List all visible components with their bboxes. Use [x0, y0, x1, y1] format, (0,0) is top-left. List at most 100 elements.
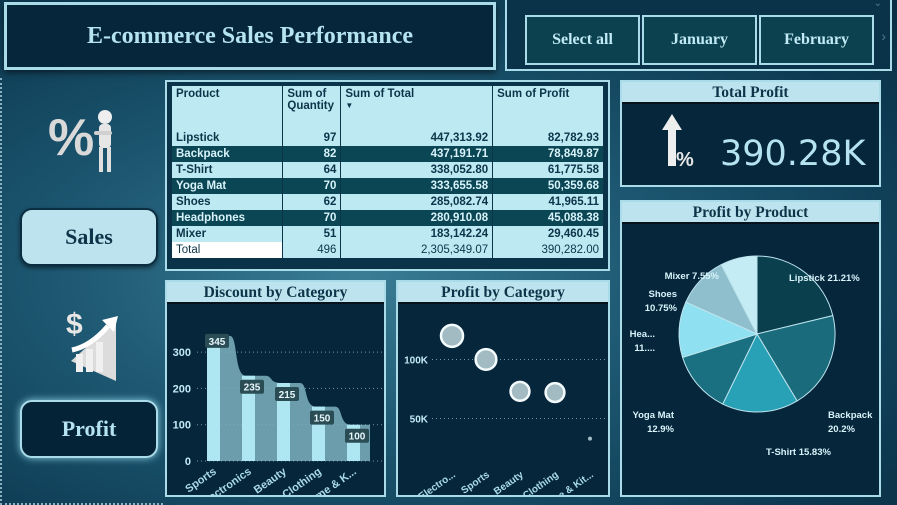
table-row[interactable]: T-Shirt 64 338,052.80 61,775.58 [172, 162, 604, 178]
discount-by-category-title: Discount by Category [167, 282, 384, 304]
bar[interactable] [277, 382, 290, 461]
pie-label-shoes-pct: 10.75% [645, 303, 678, 314]
pie-slice-mixer[interactable] [720, 255, 758, 335]
profit-by-category-title: Profit by Category [398, 282, 608, 304]
total-cell-quantity: 496 [282, 242, 342, 258]
cell-profit: 50,359.68 [492, 178, 604, 194]
total-cell-product: Total [172, 242, 284, 258]
pie-slice-yoga-mat[interactable] [681, 333, 758, 405]
data-label-bg [345, 428, 369, 443]
pie-label-tshirt: T-Shirt 15.83% [766, 447, 831, 458]
column-header-total[interactable]: Sum of Total ▼ [340, 86, 494, 130]
cell-product: Backpack [172, 146, 284, 162]
page-title: E-commerce Sales Performance [86, 22, 414, 49]
pie-label-yoga-mat-pct: 12.9% [647, 424, 674, 435]
pie-slice-lipstick[interactable] [756, 255, 834, 335]
dashboard-title-box: E-commerce Sales Performance [4, 2, 496, 70]
cell-product: Lipstick [172, 130, 284, 146]
svg-text:%: % [48, 109, 94, 167]
sales-nav-label: Sales [65, 224, 113, 249]
svg-text:%: % [676, 149, 694, 170]
pie-label-headphones: Hea... [630, 329, 655, 340]
column-header-product[interactable]: Product [172, 86, 284, 130]
chevron-down-icon[interactable]: ⌄ [873, 0, 882, 9]
x-tick-label: Electro... [417, 469, 458, 495]
pie-label-backpack: Backpack [828, 410, 873, 421]
pie-label-backpack-pct: 20.2% [828, 424, 855, 435]
slicer-option-select-all[interactable]: Select all [525, 15, 640, 65]
y-tick-label: 0 [185, 456, 191, 468]
dollar-growth-icon: $ [66, 306, 121, 386]
slicer-option-january[interactable]: January [642, 15, 757, 65]
percent-person-icon: % [48, 105, 123, 180]
table-row[interactable]: Backpack 82 437,191.71 78,849.87 [172, 146, 604, 162]
cell-product: Yoga Mat [172, 178, 284, 194]
cell-product: Headphones [172, 210, 284, 226]
pie-slice-backpack[interactable] [756, 315, 836, 402]
column-header-quantity-line1: Sum of [287, 88, 327, 100]
cell-product: Shoes [172, 194, 284, 210]
cell-profit: 82,782.93 [492, 130, 604, 146]
cell-total: 333,655.58 [340, 178, 494, 194]
chevron-right-icon[interactable]: › [881, 28, 886, 44]
y-tick-label: 100 [173, 420, 191, 432]
svg-text:$: $ [66, 308, 83, 341]
bubble[interactable] [544, 381, 566, 404]
slicer-option-february[interactable]: February [759, 15, 874, 65]
bar[interactable] [207, 335, 220, 461]
sales-nav-button[interactable]: Sales [20, 208, 158, 266]
bar[interactable] [242, 375, 255, 461]
profit-by-product-title: Profit by Product [622, 202, 879, 224]
data-label-bg [205, 333, 229, 348]
cell-total: 285,082.74 [340, 194, 494, 210]
total-cell-total: 2,305,349.07 [340, 242, 494, 258]
column-header-profit[interactable]: Sum of Profit [492, 86, 604, 130]
data-label-bg [240, 379, 264, 394]
data-label-bg [310, 410, 334, 425]
data-label: 100 [349, 432, 366, 443]
cell-profit: 45,088.38 [492, 210, 604, 226]
pie-label-yoga-mat: Yoga Mat [632, 410, 674, 421]
discount-by-category-card: Discount by Category 0 100 200 300 345 Sports… [165, 280, 386, 505]
cell-profit: 41,965.11 [492, 194, 604, 210]
cell-quantity: 64 [282, 162, 342, 178]
total-profit-card: Total Profit % 390.28K [620, 80, 881, 187]
sort-descending-icon[interactable]: ▼ [345, 101, 354, 110]
column-header-total-label: Sum of Total [345, 88, 415, 100]
x-tick-label: Clothing [521, 469, 561, 495]
bubble[interactable] [509, 380, 531, 403]
pie-label-shoes: Shoes [648, 289, 677, 300]
table-row[interactable]: Lipstick 97 447,313.92 82,782.93 [172, 130, 604, 146]
table-row[interactable]: Yoga Mat 70 333,655.58 50,359.68 [172, 178, 604, 194]
table-row[interactable]: Mixer 51 183,142.24 29,460.45 [172, 226, 604, 242]
left-nav-panel [0, 78, 163, 505]
table-row[interactable]: Shoes 62 285,082.74 41,965.11 [172, 194, 604, 210]
pie-slice-t-shirt[interactable] [722, 332, 798, 413]
profit-nav-label: Profit [61, 416, 117, 441]
total-profit-value: 390.28K [720, 134, 866, 174]
arrow-up-percent-icon: % [662, 114, 698, 175]
y-tick-label: 300 [173, 347, 191, 359]
pie-label-headphones-pct: 11.... [634, 343, 655, 354]
data-label: 150 [314, 414, 331, 425]
bubble[interactable] [439, 323, 465, 349]
cell-profit: 78,849.87 [492, 146, 604, 162]
cell-profit: 29,460.45 [492, 226, 604, 242]
cell-profit: 61,775.58 [492, 162, 604, 178]
data-label: 345 [209, 337, 226, 348]
cell-product: T-Shirt [172, 162, 284, 178]
month-slicer[interactable]: ⌄ Select all January February › [505, 0, 892, 71]
bubble[interactable] [588, 436, 592, 441]
profit-by-product-card: Profit by Product Lipstick 21.21% Backpac… [620, 200, 881, 497]
y-tick-label: 50K [410, 415, 429, 426]
column-header-quantity-line2: Quantity [287, 100, 335, 112]
cell-total: 447,313.92 [340, 130, 494, 146]
data-label-bg [275, 386, 299, 401]
profit-nav-button[interactable]: Profit [20, 400, 158, 458]
column-header-quantity[interactable]: Sum of Quantity [282, 86, 342, 130]
cell-total: 437,191.71 [340, 146, 494, 162]
table-row[interactable]: Headphones 70 280,910.08 45,088.38 [172, 210, 604, 226]
discount-by-category-chart: 0100200300345Sports235Electronics215Beau… [173, 333, 382, 505]
bubble[interactable] [474, 347, 498, 372]
